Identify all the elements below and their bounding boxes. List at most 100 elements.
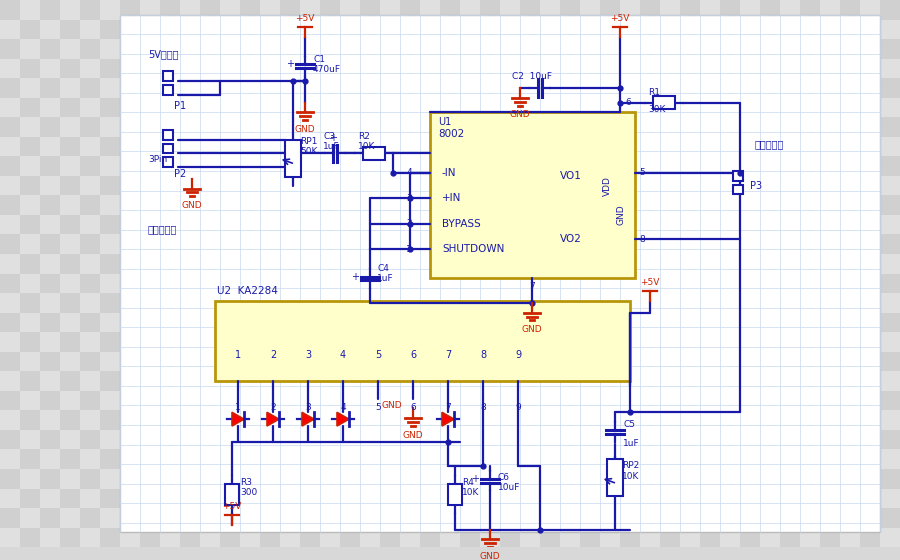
Bar (20, 528, 40, 547)
Bar (820, 59, 840, 78)
Bar (340, 20, 360, 39)
Bar (140, 391, 160, 410)
Bar (540, 450, 560, 469)
Bar (440, 352, 460, 371)
Bar (100, 59, 120, 78)
Bar (820, 215, 840, 235)
Bar (640, 0, 660, 20)
Bar (620, 450, 640, 469)
Bar (880, 156, 900, 176)
Bar (780, 195, 800, 215)
Text: 信号输入端: 信号输入端 (148, 225, 177, 235)
Bar (20, 508, 40, 528)
Bar (560, 156, 580, 176)
Text: P1: P1 (174, 101, 186, 110)
Bar (40, 410, 60, 430)
Bar (340, 117, 360, 137)
Bar (0, 156, 20, 176)
Bar (100, 20, 120, 39)
Bar (520, 0, 540, 20)
Bar (380, 117, 400, 137)
Bar (640, 332, 660, 352)
Bar (160, 235, 180, 254)
Text: C1
470uF: C1 470uF (313, 55, 341, 74)
Bar (120, 117, 140, 137)
Bar (520, 20, 540, 39)
Bar (720, 488, 740, 508)
Bar (420, 39, 440, 59)
Bar (620, 235, 640, 254)
Bar (320, 410, 340, 430)
Bar (620, 528, 640, 547)
Bar (20, 97, 40, 117)
Bar (260, 59, 280, 78)
Bar (820, 469, 840, 488)
Bar (780, 528, 800, 547)
Bar (140, 450, 160, 469)
Bar (880, 0, 900, 20)
Bar (520, 450, 540, 469)
Bar (260, 215, 280, 235)
Bar (880, 274, 900, 293)
Bar (100, 312, 120, 332)
Bar (400, 371, 420, 391)
Bar (80, 235, 100, 254)
Bar (200, 469, 220, 488)
Bar (880, 254, 900, 274)
Bar (320, 312, 340, 332)
Bar (40, 117, 60, 137)
Bar (780, 215, 800, 235)
Bar (160, 371, 180, 391)
Bar (660, 0, 680, 20)
Bar (660, 450, 680, 469)
Bar (380, 410, 400, 430)
Bar (540, 528, 560, 547)
Bar (40, 20, 60, 39)
Bar (120, 469, 140, 488)
Bar (20, 156, 40, 176)
Bar (720, 97, 740, 117)
Bar (220, 274, 240, 293)
Bar (280, 235, 300, 254)
Bar (160, 59, 180, 78)
Bar (260, 156, 280, 176)
Bar (540, 137, 560, 156)
Bar (380, 137, 400, 156)
Bar (880, 137, 900, 156)
Bar (820, 293, 840, 312)
Bar (200, 78, 220, 97)
Bar (140, 39, 160, 59)
Bar (640, 254, 660, 274)
Text: 3: 3 (305, 403, 310, 412)
Bar (620, 312, 640, 332)
Bar (640, 235, 660, 254)
Bar (640, 59, 660, 78)
Bar (400, 391, 420, 410)
Bar (240, 137, 260, 156)
Bar (840, 176, 860, 195)
Bar (380, 391, 400, 410)
Bar (180, 391, 200, 410)
Text: 3Pin: 3Pin (148, 155, 167, 164)
Bar (800, 528, 820, 547)
Bar (320, 137, 340, 156)
Bar (800, 332, 820, 352)
Bar (580, 215, 600, 235)
Bar (840, 488, 860, 508)
Bar (60, 59, 80, 78)
Bar (500, 430, 520, 450)
Bar (880, 176, 900, 195)
Text: 3: 3 (305, 349, 311, 360)
Bar (160, 528, 180, 547)
Bar (100, 528, 120, 547)
Bar (660, 254, 680, 274)
Bar (680, 137, 700, 156)
Bar (680, 117, 700, 137)
Bar (540, 215, 560, 235)
Bar (780, 430, 800, 450)
Bar (500, 450, 520, 469)
Bar (620, 391, 640, 410)
Text: 8002: 8002 (438, 129, 464, 139)
Bar (860, 0, 880, 20)
Bar (540, 410, 560, 430)
